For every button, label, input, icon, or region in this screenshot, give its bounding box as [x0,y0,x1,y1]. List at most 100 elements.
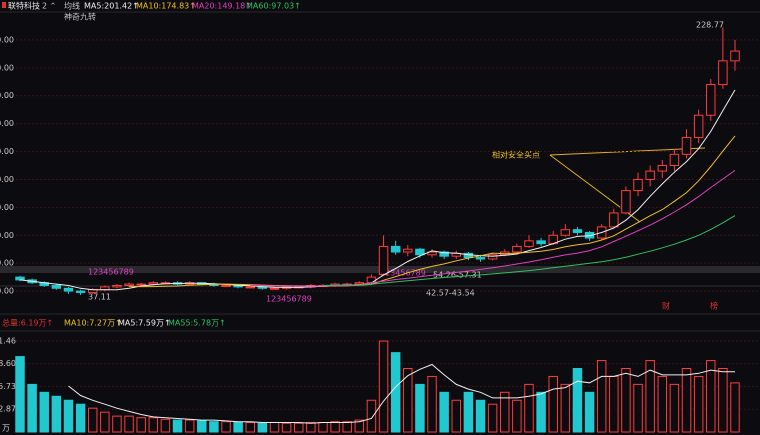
candle-body [75,290,86,293]
volume-bar [584,391,595,433]
candle-body [354,282,365,285]
volume-bar [124,415,134,433]
volume-bar [87,407,98,433]
y-tick-label: 11.46 [0,337,16,346]
volume-bar [184,419,195,433]
y-tick-label: 60.00 [0,259,14,268]
volume-bar [75,403,86,433]
candle-body [584,231,595,239]
candle-body [136,283,146,286]
volume-bar [378,340,389,433]
vol-unit: 万 [2,424,10,433]
candle-body [681,137,692,155]
volume-bar [148,417,159,433]
volume-bar [197,420,207,433]
candle-body [63,287,74,292]
candle-body [524,240,534,247]
volume-bar [487,403,498,433]
range-low-label: 42.57-43.54 [426,289,475,298]
y-tick-label: 200.00 [0,63,14,72]
candle-body [633,178,643,192]
volume-bar [269,421,280,433]
volume-bar [63,399,74,433]
volume-bar [657,375,668,433]
volume-bar [390,352,401,433]
volume-bar [209,421,219,433]
volume-bar [245,421,255,433]
volume-bar [27,383,37,433]
candle-body [669,153,680,166]
volume-bar [318,421,328,433]
ma5-text: MA5:201.42↑ [84,2,139,11]
volume-bar [536,391,546,433]
stock-name[interactable]: 联特科技 [8,1,40,11]
volume-bar [439,391,449,433]
candle-body [403,248,413,253]
volume-bar [512,399,522,433]
candle-body [718,60,728,86]
volume-bar [330,421,340,433]
candle-body [427,251,437,256]
volume-bar [160,418,171,433]
ma-line [250,169,736,287]
volume-bar [100,411,110,433]
volume-bar [403,368,413,433]
volume-bar [500,391,510,433]
range-band [0,285,760,287]
volume-bar [609,375,619,433]
tag[interactable]: 榜 [710,301,718,311]
volume-bar [136,417,146,433]
candle-body [148,282,159,285]
volume-bar [112,415,122,433]
volume-bar [427,375,437,433]
volume-bar [633,383,643,433]
ma-label[interactable]: 均线 [64,1,80,11]
ma-line [322,215,736,286]
volume-bar [221,421,231,433]
stock-icon [2,2,6,8]
candle-body [245,286,255,289]
candle-body [536,240,546,245]
volume-bar [15,356,25,433]
candle-body [645,170,655,180]
volume-bar [548,375,558,433]
volume-bar [257,422,268,433]
volume-bar [693,375,704,433]
candle-body [439,251,449,257]
candle-body [124,283,134,286]
candle-body [390,245,401,253]
arrow-line [549,147,706,156]
volume-bar [281,422,292,433]
candle-body [221,284,231,287]
candle-body [112,284,122,288]
candle-body [706,84,716,116]
volume-bar [306,421,316,433]
nine-turn: 123456789 [266,295,312,304]
volume-bar [451,399,462,433]
volume-bar [621,368,631,433]
volume-bar [415,383,425,433]
tag[interactable]: 财 [662,301,670,311]
vol-total: 总量:6.19万↑ [2,318,53,328]
volume-bar [524,383,534,433]
y-tick-label: 120.00 [0,175,14,184]
candle-body [560,229,571,236]
volume-bar [730,382,740,433]
candle-body [269,287,280,290]
y-tick-label: 100.00 [0,203,14,212]
range-high-label: 54.26-57.31 [433,271,482,280]
period[interactable]: 2 ⌃ [42,2,56,11]
indicator-name[interactable]: 神奇九转 [64,12,96,22]
candle-body [693,114,704,139]
volume-bar [645,360,655,433]
ma60-text: MA60:97.03↑ [246,2,301,11]
candle-body [415,248,425,256]
y-tick-label: 8.60 [0,359,16,368]
volume-bar [354,419,365,433]
volume-bar [669,383,680,433]
volume-bar [366,399,377,433]
vol-ma55: MA55:5.78万↑ [168,319,226,328]
y-tick-label: 5.73 [0,382,16,391]
y-tick-label: 40.00 [0,287,14,296]
high-label: 228.77 [696,21,724,30]
